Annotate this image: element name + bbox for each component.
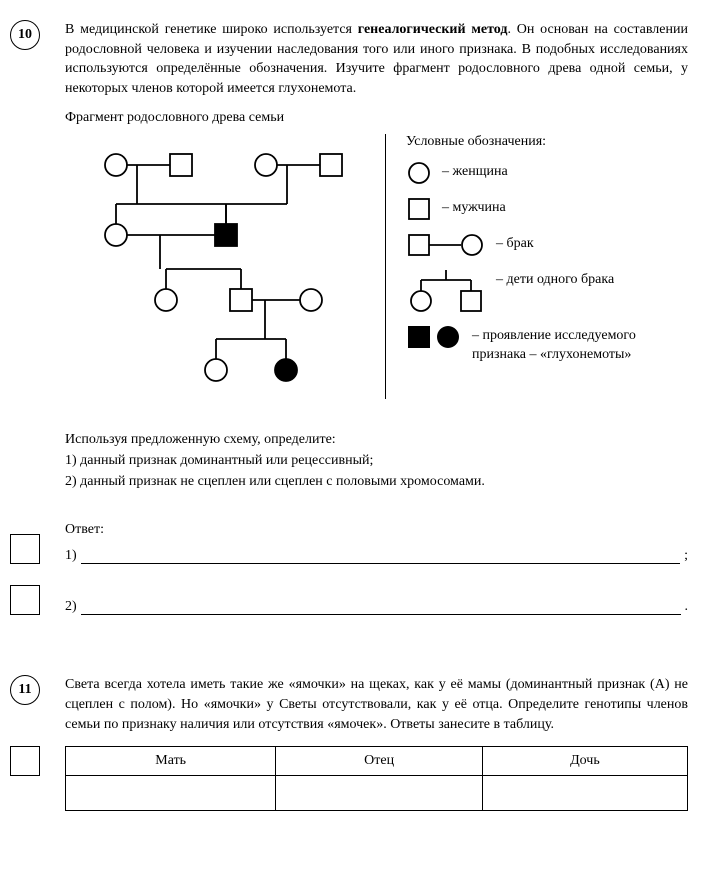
task-prompt-lead: Используя предложенную схему, определите…: [65, 429, 688, 450]
intro-bold: генеалогический метод: [358, 22, 508, 37]
answer-line-2: 2) .: [65, 589, 688, 615]
table-checkbox[interactable]: [10, 746, 40, 776]
task10-intro: В медицинской генетике широко использует…: [65, 20, 688, 98]
legend-symbol-marriage: [406, 232, 486, 258]
legend-text-marriage: – брак: [496, 232, 688, 253]
td-daughter[interactable]: [482, 776, 687, 811]
legend-symbol-children: [406, 268, 486, 314]
legend-row-marriage: – брак: [406, 232, 688, 258]
legend-symbol-male: [406, 196, 432, 222]
pedigree-svg: [65, 134, 365, 394]
task-10: 10 В медицинской генетике широко использ…: [10, 20, 688, 615]
answer-section: Ответ: 1) ; 2) .: [65, 522, 688, 615]
answer-end-2: .: [685, 599, 689, 615]
th-mother: Мать: [66, 747, 276, 776]
answer-num-1: 1): [65, 548, 77, 564]
th-daughter: Дочь: [482, 747, 687, 776]
legend-row-children: – дети одного брака: [406, 268, 688, 314]
task-number-badge: 10: [10, 20, 40, 50]
genotype-table: Мать Отец Дочь: [65, 746, 688, 811]
legend-row-female: – женщина: [406, 160, 688, 186]
task-item-1: 1) данный признак доминантный или рецесс…: [65, 450, 688, 471]
task-prompts: Используя предложенную схему, определите…: [65, 429, 688, 492]
legend-row-affected: – проявление исследуемого признака – «гл…: [406, 324, 688, 363]
legend-symbol-affected: [406, 324, 462, 350]
td-father[interactable]: [276, 776, 483, 811]
legend-symbol-female: [406, 160, 432, 186]
th-father: Отец: [276, 747, 483, 776]
task-item-2: 2) данный признак не сцеплен или сцеплен…: [65, 471, 688, 492]
legend-text-female: – женщина: [442, 160, 688, 181]
legend-text-affected: – проявление исследуемого признака – «гл…: [472, 324, 688, 363]
table-answer-row: [66, 776, 688, 811]
answer-underline-2[interactable]: [81, 613, 681, 615]
legend: Условные обозначения: – женщина – мужчин…: [385, 134, 688, 399]
table-header-row: Мать Отец Дочь: [66, 747, 688, 776]
legend-row-male: – мужчина: [406, 196, 688, 222]
task-number-badge: 11: [10, 675, 40, 705]
answer-label: Ответ:: [65, 522, 688, 538]
answer-end-1: ;: [684, 548, 688, 564]
intro-text-1: В медицинской генетике широко использует…: [65, 22, 358, 37]
answer-line-1: 1) ;: [65, 538, 688, 564]
task-11: 11 Света всегда хотела иметь такие же «я…: [10, 675, 688, 811]
legend-title: Условные обозначения:: [406, 134, 688, 150]
legend-text-children: – дети одного брака: [496, 268, 688, 289]
legend-text-male: – мужчина: [442, 196, 688, 217]
table-wrap: Мать Отец Дочь: [65, 746, 688, 811]
answer-underline-1[interactable]: [81, 562, 680, 564]
pedigree-diagram: [65, 134, 365, 399]
answer-checkbox-1[interactable]: [10, 534, 40, 564]
task-content: В медицинской генетике широко использует…: [65, 20, 688, 615]
td-mother[interactable]: [66, 776, 276, 811]
task-content: Света всегда хотела иметь такие же «ямоч…: [65, 675, 688, 811]
pedigree-caption: Фрагмент родословного древа семьи: [65, 110, 688, 126]
answer-checkbox-2[interactable]: [10, 585, 40, 615]
task11-intro: Света всегда хотела иметь такие же «ямоч…: [65, 675, 688, 734]
diagram-row: Условные обозначения: – женщина – мужчин…: [65, 134, 688, 399]
answer-num-2: 2): [65, 599, 77, 615]
